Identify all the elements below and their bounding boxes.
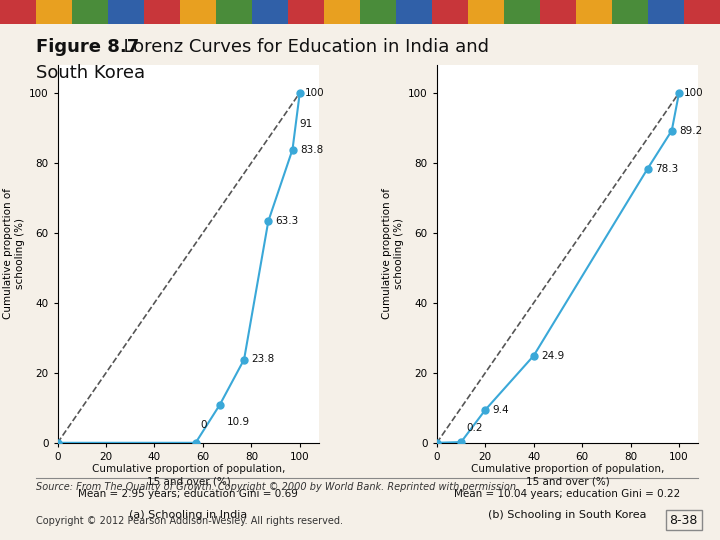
Text: 23.8: 23.8 <box>251 354 274 364</box>
Text: Lorenz Curves for Education in India and: Lorenz Curves for Education in India and <box>112 38 489 56</box>
Text: 89.2: 89.2 <box>679 126 702 136</box>
Bar <box>180 0 216 24</box>
Text: 9.4: 9.4 <box>492 405 509 415</box>
Bar <box>216 0 252 24</box>
Text: 78.3: 78.3 <box>654 164 678 174</box>
Bar <box>684 0 720 24</box>
Text: 8-38: 8-38 <box>670 514 698 526</box>
Y-axis label: Cumulative proportion of
schooling (%): Cumulative proportion of schooling (%) <box>3 188 24 319</box>
Text: Source: From The Quality of Growth. Copyright © 2000 by World Bank. Reprinted wi: Source: From The Quality of Growth. Copy… <box>36 482 519 492</box>
Text: Mean = 10.04 years; education Gini = 0.22: Mean = 10.04 years; education Gini = 0.2… <box>454 489 680 499</box>
Text: Cumulative proportion of population,
15 and over (%): Cumulative proportion of population, 15 … <box>471 464 665 486</box>
Text: (b) Schooling in South Korea: (b) Schooling in South Korea <box>488 510 647 521</box>
Text: 100: 100 <box>305 88 324 98</box>
Bar <box>504 0 540 24</box>
Bar <box>0 0 36 24</box>
Bar <box>648 0 684 24</box>
Y-axis label: Cumulative proportion of
schooling (%): Cumulative proportion of schooling (%) <box>382 188 404 319</box>
Bar <box>360 0 396 24</box>
Bar <box>288 0 324 24</box>
Bar <box>468 0 504 24</box>
Text: 100: 100 <box>684 88 703 98</box>
Text: 91: 91 <box>300 119 313 129</box>
Bar <box>72 0 108 24</box>
Text: Copyright © 2012 Pearson Addison-Wesley. All rights reserved.: Copyright © 2012 Pearson Addison-Wesley.… <box>36 516 343 526</box>
Bar <box>432 0 468 24</box>
Text: (a) Schooling in India: (a) Schooling in India <box>130 510 248 521</box>
Text: 24.9: 24.9 <box>541 350 564 361</box>
Bar <box>108 0 144 24</box>
Text: South Korea: South Korea <box>36 64 145 82</box>
Text: Mean = 2.95 years; education Gini = 0.69: Mean = 2.95 years; education Gini = 0.69 <box>78 489 298 499</box>
Bar <box>324 0 360 24</box>
Bar <box>36 0 72 24</box>
Text: 83.8: 83.8 <box>300 145 323 154</box>
Bar <box>144 0 180 24</box>
Bar <box>576 0 612 24</box>
Text: Cumulative proportion of population,
15 and over (%): Cumulative proportion of population, 15 … <box>91 464 285 486</box>
Bar <box>612 0 648 24</box>
Text: 0.2: 0.2 <box>466 423 482 433</box>
Bar <box>540 0 576 24</box>
Bar <box>396 0 432 24</box>
Text: Figure 8.7: Figure 8.7 <box>36 38 139 56</box>
Bar <box>252 0 288 24</box>
Text: 63.3: 63.3 <box>276 216 299 226</box>
Text: 10.9: 10.9 <box>227 417 251 427</box>
Text: 0: 0 <box>200 420 207 430</box>
